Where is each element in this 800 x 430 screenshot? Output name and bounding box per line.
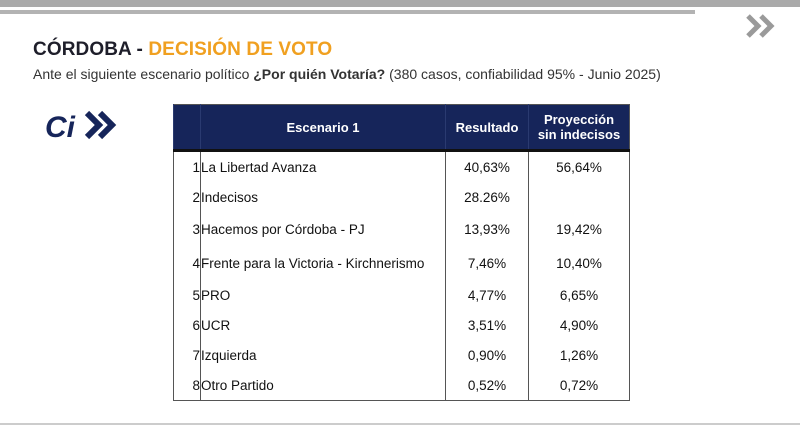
- row-result: 0,52%: [445, 370, 529, 401]
- table-header-row: Escenario 1 Resultado Proyección sin inde…: [173, 104, 630, 152]
- title-topic: DECISIÓN DE VOTO: [148, 39, 333, 60]
- page-title: CÓRDOBA - DECISIÓN DE VOTO: [33, 39, 332, 61]
- row-result: 3,51%: [445, 310, 529, 340]
- header-projection: Proyección sin indecisos: [528, 104, 630, 152]
- row-party: La Libertad Avanza: [200, 150, 446, 182]
- row-party: PRO: [200, 280, 446, 310]
- row-rank: 2: [173, 182, 201, 212]
- top-rule: [0, 10, 695, 14]
- row-projection: 19,42%: [528, 212, 630, 246]
- row-party: Izquierda: [200, 340, 446, 370]
- table-row: 5 PRO 4,77% 6,65%: [173, 280, 630, 310]
- row-rank: 8: [173, 370, 201, 401]
- row-party: Frente para la Victoria - Kirchnerismo: [200, 246, 446, 280]
- table-row: 8 Otro Partido 0,52% 0,72%: [173, 370, 630, 401]
- row-result: 7,46%: [445, 246, 529, 280]
- table-row: 3 Hacemos por Córdoba - PJ 13,93% 19,42%: [173, 212, 630, 246]
- header-rank: [173, 104, 201, 152]
- header-projection-line1: Proyección: [543, 112, 615, 127]
- row-result: 40,63%: [445, 150, 529, 182]
- header-projection-line2: sin indecisos: [537, 127, 621, 142]
- subtitle-prefix: Ante el siguiente escenario político: [33, 66, 254, 82]
- double-chevron-right-icon[interactable]: [742, 12, 782, 40]
- logo-text: Ci: [45, 111, 76, 142]
- table-row: 4 Frente para la Victoria - Kirchnerismo…: [173, 246, 630, 280]
- row-party: Hacemos por Córdoba - PJ: [200, 212, 446, 246]
- ci-logo: Ci: [45, 110, 117, 142]
- row-projection: 10,40%: [528, 246, 630, 280]
- table-row: 1 La Libertad Avanza 40,63% 56,64%: [173, 150, 630, 182]
- row-projection: 4,90%: [528, 310, 630, 340]
- row-party: Otro Partido: [200, 370, 446, 401]
- row-party: UCR: [200, 310, 446, 340]
- row-result: 4,77%: [445, 280, 529, 310]
- results-table: Escenario 1 Resultado Proyección sin inde…: [173, 104, 630, 401]
- bottom-rule: [0, 423, 800, 425]
- row-result: 0,90%: [445, 340, 529, 370]
- header-scenario: Escenario 1: [200, 104, 446, 152]
- row-rank: 3: [173, 212, 201, 246]
- subtitle-suffix: (380 casos, confiabilidad 95% - Junio 20…: [385, 66, 661, 82]
- row-party: Indecisos: [200, 182, 446, 212]
- table-row: 6 UCR 3,51% 4,90%: [173, 310, 630, 340]
- row-result: 28.26%: [445, 182, 529, 212]
- row-projection: 6,65%: [528, 280, 630, 310]
- row-rank: 5: [173, 280, 201, 310]
- row-projection: [528, 182, 630, 212]
- row-projection: 0,72%: [528, 370, 630, 401]
- row-rank: 6: [173, 310, 201, 340]
- row-result: 13,93%: [445, 212, 529, 246]
- subtitle-question: ¿Por quién Votaría?: [253, 66, 386, 82]
- title-region: CÓRDOBA -: [33, 39, 149, 60]
- row-rank: 1: [173, 150, 201, 182]
- top-bar: [0, 0, 800, 7]
- table-row: 2 Indecisos 28.26%: [173, 182, 630, 212]
- page-subtitle: Ante el siguiente escenario político ¿Po…: [33, 66, 661, 82]
- row-rank: 7: [173, 340, 201, 370]
- table-row: 7 Izquierda 0,90% 1,26%: [173, 340, 630, 370]
- row-rank: 4: [173, 246, 201, 280]
- row-projection: 1,26%: [528, 340, 630, 370]
- header-result: Resultado: [445, 104, 529, 152]
- row-projection: 56,64%: [528, 150, 630, 182]
